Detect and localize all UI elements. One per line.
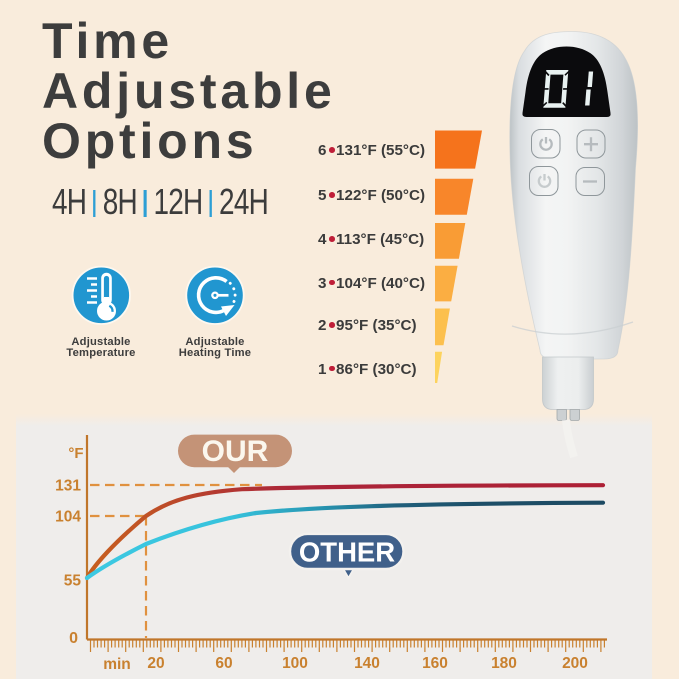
svg-text:100: 100 [282,655,308,672]
svg-text:OUR: OUR [202,435,269,468]
svg-text:180: 180 [491,655,517,672]
svg-text:°F: °F [68,445,83,462]
svg-text:55: 55 [64,573,82,590]
svg-text:200: 200 [562,655,588,672]
svg-text:OTHER: OTHER [299,537,395,568]
svg-text:131: 131 [55,478,81,495]
svg-text:20: 20 [147,655,164,672]
svg-text:60: 60 [215,655,232,672]
svg-text:min: min [103,656,131,673]
svg-text:140: 140 [354,655,380,672]
svg-text:104: 104 [55,509,81,526]
svg-text:0: 0 [69,630,78,647]
svg-text:160: 160 [422,655,448,672]
